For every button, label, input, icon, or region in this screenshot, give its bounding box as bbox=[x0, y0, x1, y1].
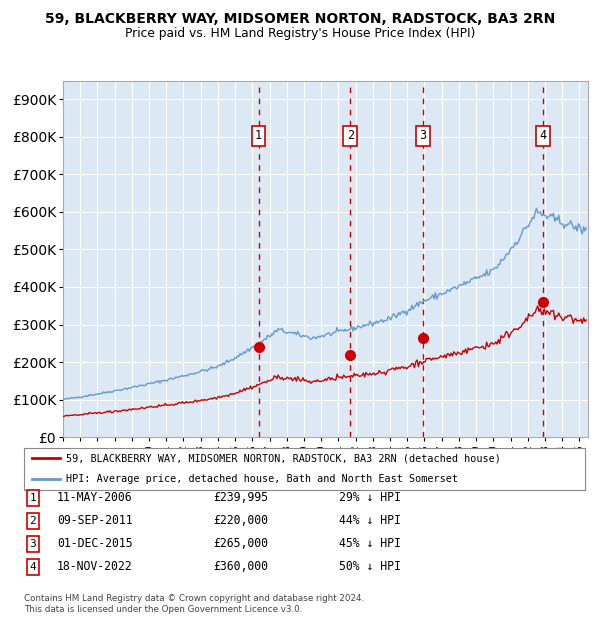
Text: Price paid vs. HM Land Registry's House Price Index (HPI): Price paid vs. HM Land Registry's House … bbox=[125, 27, 475, 40]
Text: 3: 3 bbox=[419, 130, 427, 143]
Text: 4: 4 bbox=[539, 130, 547, 143]
Text: 50% ↓ HPI: 50% ↓ HPI bbox=[339, 560, 401, 573]
Text: £239,995: £239,995 bbox=[213, 492, 268, 504]
Text: 4: 4 bbox=[29, 562, 37, 572]
Text: 01-DEC-2015: 01-DEC-2015 bbox=[57, 538, 133, 550]
Text: 1: 1 bbox=[255, 130, 262, 143]
Text: 59, BLACKBERRY WAY, MIDSOMER NORTON, RADSTOCK, BA3 2RN (detached house): 59, BLACKBERRY WAY, MIDSOMER NORTON, RAD… bbox=[66, 453, 501, 463]
Text: 45% ↓ HPI: 45% ↓ HPI bbox=[339, 538, 401, 550]
Text: Contains HM Land Registry data © Crown copyright and database right 2024.
This d: Contains HM Land Registry data © Crown c… bbox=[24, 595, 364, 614]
Text: £360,000: £360,000 bbox=[213, 560, 268, 573]
Text: 3: 3 bbox=[29, 539, 37, 549]
Text: 11-MAY-2006: 11-MAY-2006 bbox=[57, 492, 133, 504]
Text: 09-SEP-2011: 09-SEP-2011 bbox=[57, 515, 133, 527]
Text: 44% ↓ HPI: 44% ↓ HPI bbox=[339, 515, 401, 527]
Text: 1: 1 bbox=[29, 493, 37, 503]
Text: £220,000: £220,000 bbox=[213, 515, 268, 527]
Text: HPI: Average price, detached house, Bath and North East Somerset: HPI: Average price, detached house, Bath… bbox=[66, 474, 458, 484]
Text: 2: 2 bbox=[29, 516, 37, 526]
Text: 59, BLACKBERRY WAY, MIDSOMER NORTON, RADSTOCK, BA3 2RN: 59, BLACKBERRY WAY, MIDSOMER NORTON, RAD… bbox=[45, 12, 555, 27]
Text: £265,000: £265,000 bbox=[213, 538, 268, 550]
Text: 29% ↓ HPI: 29% ↓ HPI bbox=[339, 492, 401, 504]
Text: 18-NOV-2022: 18-NOV-2022 bbox=[57, 560, 133, 573]
Text: 2: 2 bbox=[347, 130, 354, 143]
